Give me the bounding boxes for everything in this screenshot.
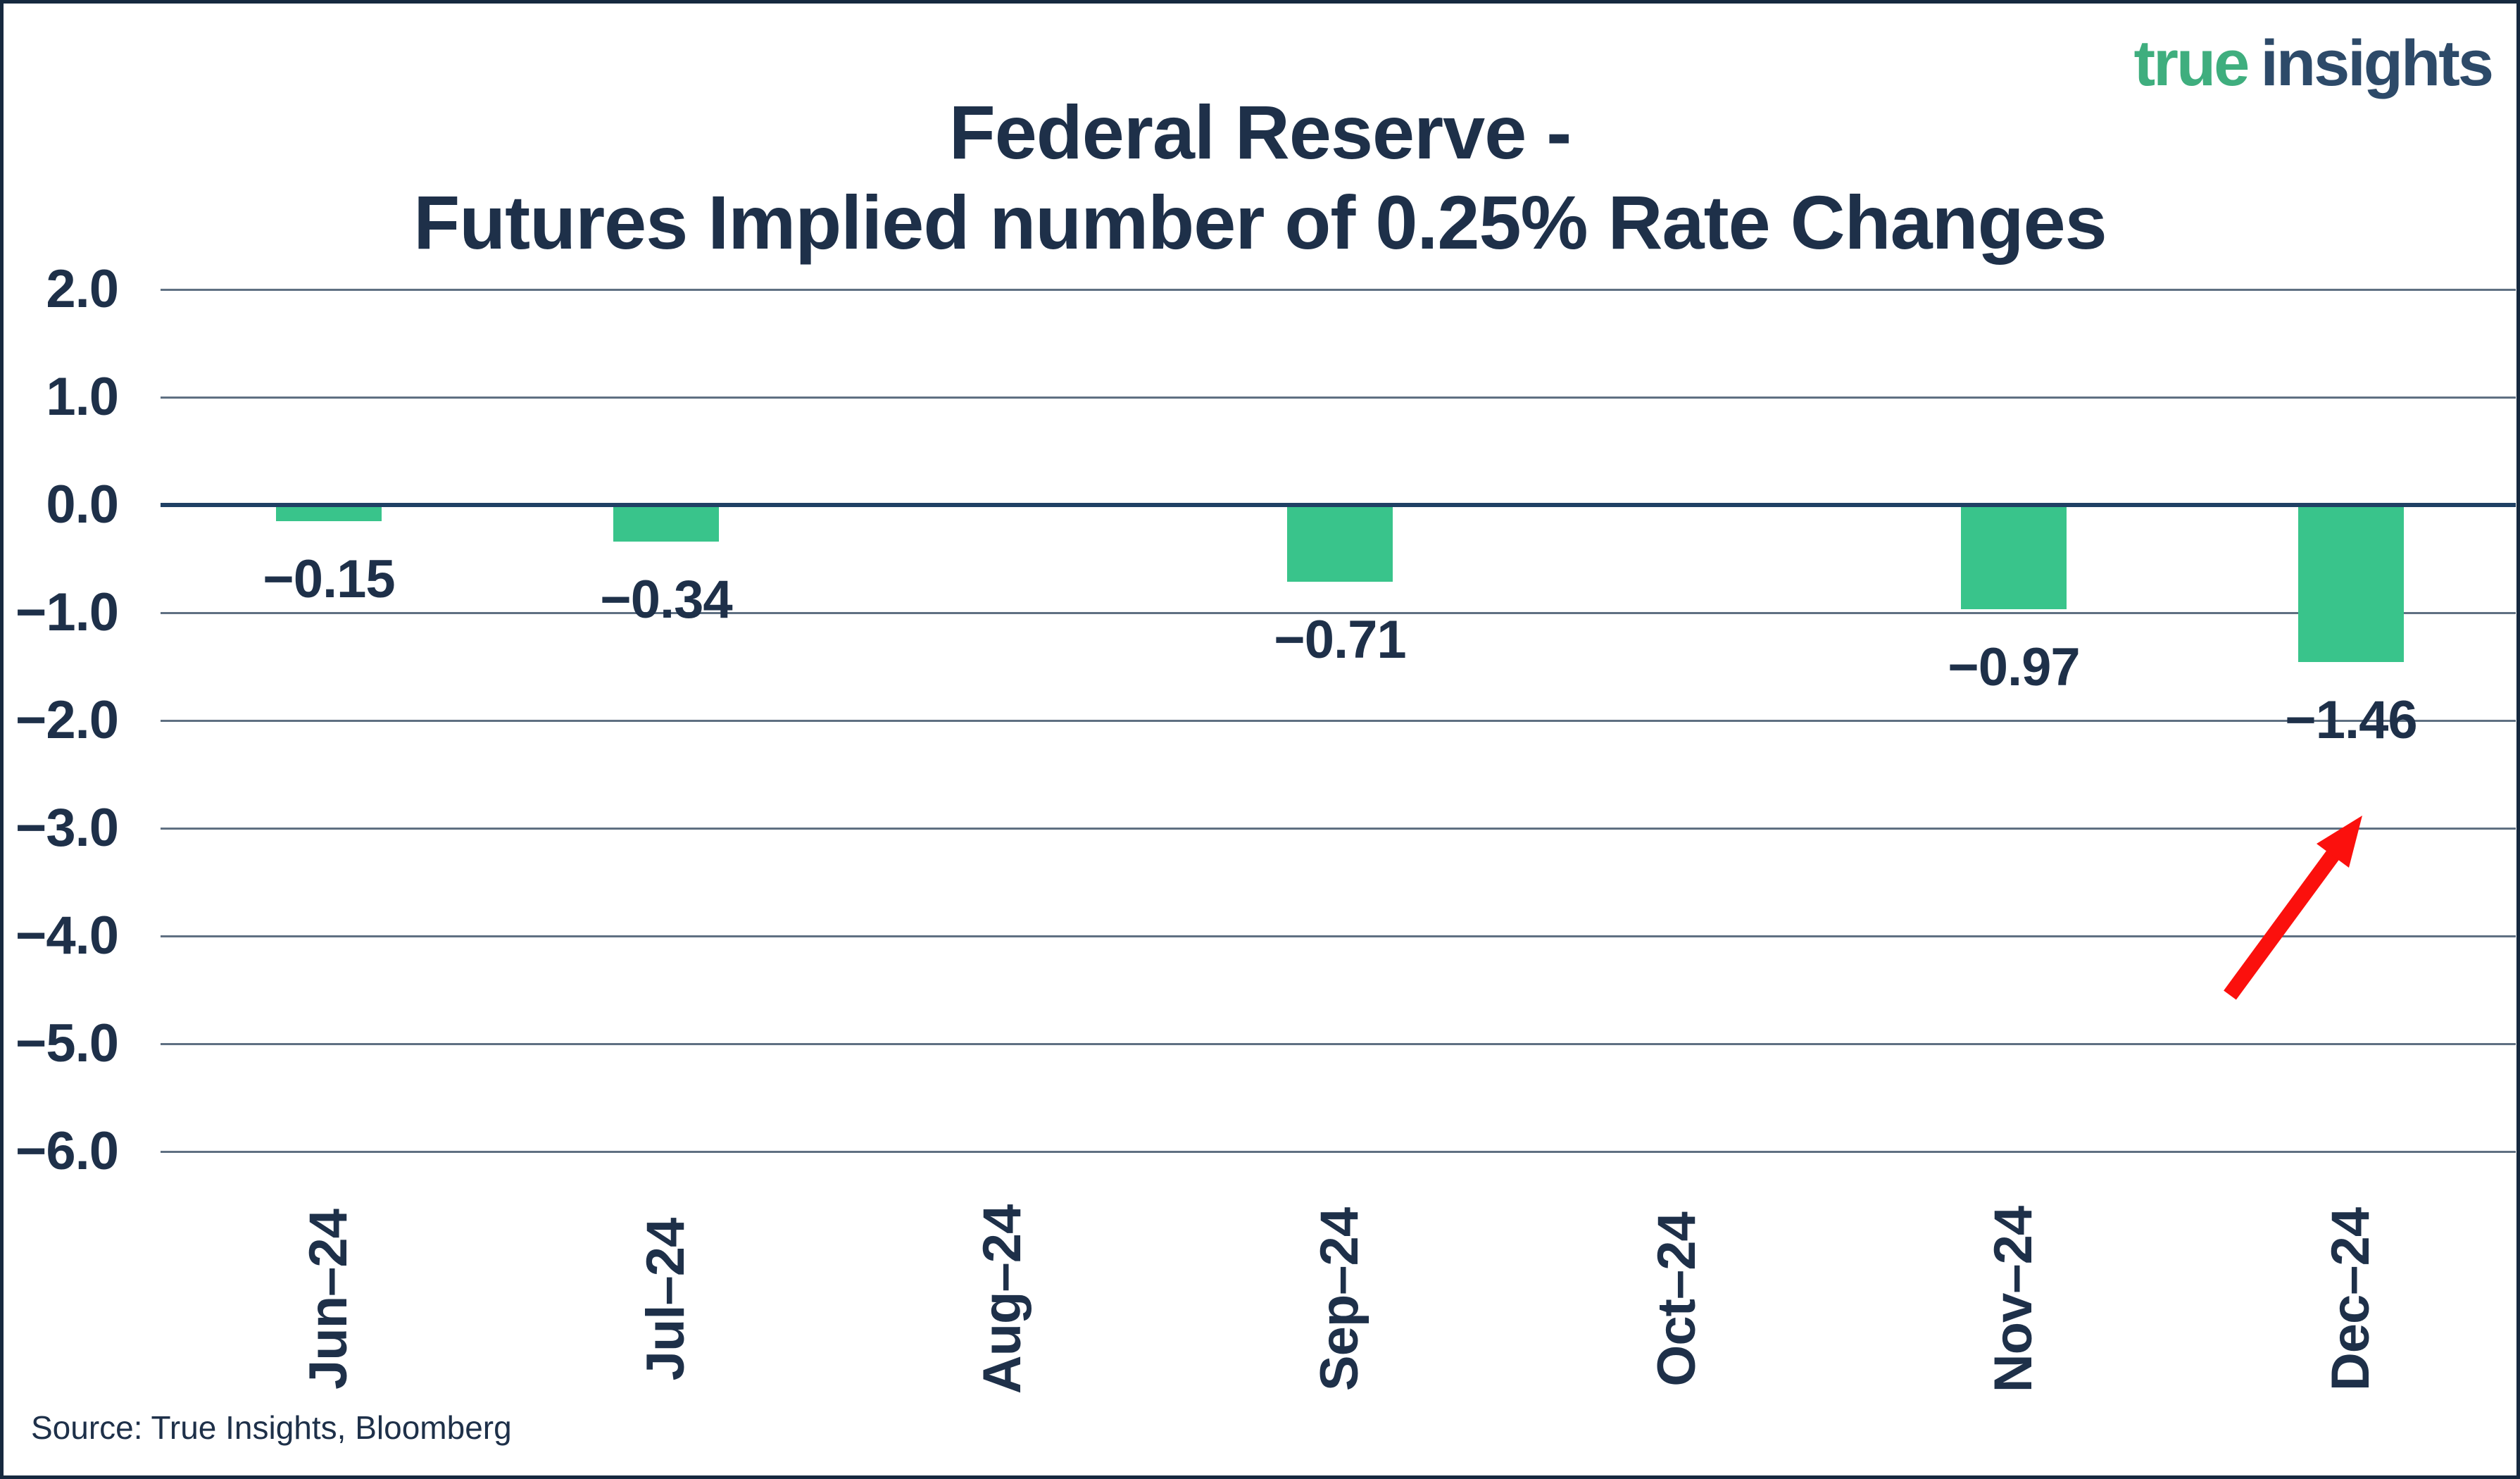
x-axis-label: Nov–24 — [1983, 1206, 2043, 1393]
x-axis-label: Aug–24 — [972, 1204, 1032, 1394]
gridline — [161, 289, 2516, 291]
y-axis-tick-label: 1.0 — [46, 367, 119, 427]
red-arrow-annotation — [2224, 816, 2362, 1000]
bar — [1961, 505, 2067, 609]
logo-word-true: true — [2133, 27, 2250, 99]
bar-value-label: −0.97 — [1948, 637, 2080, 697]
y-axis-tick-label: 2.0 — [46, 259, 119, 319]
x-axis-label: Dec–24 — [2321, 1207, 2381, 1392]
bar — [613, 505, 719, 542]
bar-value-label: −1.46 — [2285, 690, 2417, 750]
bar — [1287, 505, 1393, 582]
gridline — [161, 612, 2516, 614]
y-axis-tick-label: −2.0 — [15, 690, 119, 750]
source-attribution: Source: True Insights, Bloomberg — [31, 1409, 512, 1446]
y-axis-tick-label: −3.0 — [15, 798, 119, 858]
gridline — [161, 828, 2516, 830]
bar-value-label: −0.34 — [600, 570, 732, 630]
gridline — [161, 1151, 2516, 1153]
y-axis-tick-label: 0.0 — [46, 475, 119, 535]
gridline — [161, 397, 2516, 399]
logo-word-insights: insights — [2260, 27, 2494, 99]
gridline — [161, 720, 2516, 722]
y-axis-tick-label: −1.0 — [15, 582, 119, 642]
x-axis-label: Oct–24 — [1647, 1212, 1707, 1387]
chart-title-line2: Futures Implied number of 0.25% Rate Cha… — [413, 180, 2107, 266]
x-axis-zero-line — [161, 503, 2516, 507]
x-axis-label: Jul–24 — [636, 1218, 696, 1381]
y-axis-tick-label: −4.0 — [15, 906, 119, 966]
y-axis-tick-label: −5.0 — [15, 1013, 119, 1073]
x-axis-label: Jun–24 — [299, 1209, 358, 1390]
gridline — [161, 935, 2516, 937]
chart-title: Federal Reserve - Futures Implied number… — [0, 87, 2520, 268]
bar — [2298, 505, 2404, 662]
true-insights-logo: true insights — [2133, 27, 2494, 101]
red-arrow-shaft — [2224, 839, 2347, 1000]
bar-value-label: −0.15 — [263, 549, 395, 609]
chart-title-line1: Federal Reserve - — [948, 89, 1572, 175]
bar-value-label: −0.71 — [1274, 610, 1406, 670]
y-axis-tick-label: −6.0 — [15, 1121, 119, 1181]
bar — [276, 505, 382, 521]
x-axis-label: Sep–24 — [1310, 1207, 1369, 1392]
red-arrow-head — [2317, 816, 2362, 868]
gridline — [161, 1043, 2516, 1045]
